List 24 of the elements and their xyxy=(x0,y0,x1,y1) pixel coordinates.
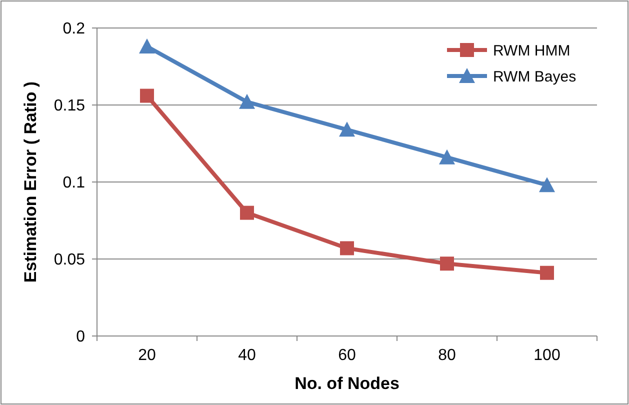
point xyxy=(540,266,554,280)
point xyxy=(139,38,155,54)
y-tick-label: 0.2 xyxy=(62,20,86,38)
point xyxy=(240,206,254,220)
point xyxy=(440,256,454,271)
y-tick-label: 0 xyxy=(76,328,86,346)
x-axis-title: No. of Nodes xyxy=(294,374,400,393)
y-tick-label: 0.1 xyxy=(62,174,86,192)
y-tick-label: 0.15 xyxy=(54,98,86,115)
point xyxy=(140,88,154,103)
x-tick-label: 20 xyxy=(138,347,156,364)
y-tick-label: 0.05 xyxy=(54,252,86,269)
point xyxy=(339,122,355,137)
y-axis-title: Estimation Error ( Ratio ) xyxy=(21,81,40,283)
x-tick-label: 100 xyxy=(534,347,560,364)
point xyxy=(539,177,555,192)
point xyxy=(239,94,255,109)
point xyxy=(340,241,354,256)
legend-label: RWM HMM xyxy=(493,42,570,60)
legend-label: RWM Bayes xyxy=(493,68,576,86)
x-tick-label: 80 xyxy=(438,347,456,364)
x-tick-label: 60 xyxy=(338,347,356,364)
point xyxy=(439,149,455,164)
x-tick-label: 40 xyxy=(238,347,256,364)
